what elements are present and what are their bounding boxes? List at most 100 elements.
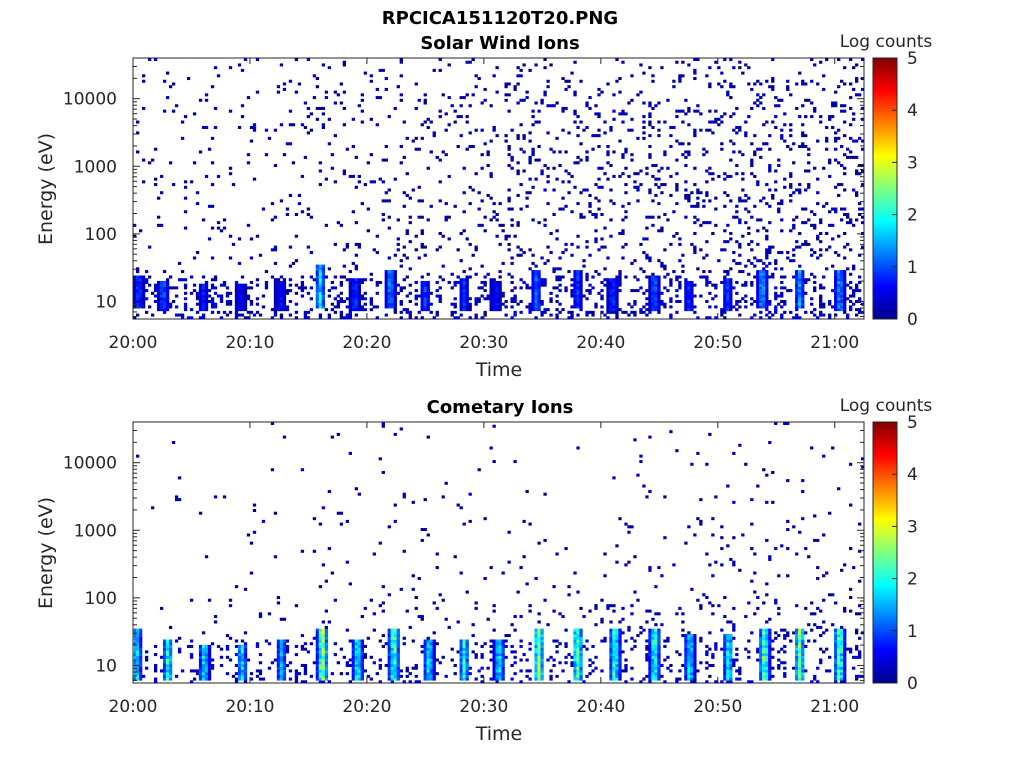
- spectrogram-cell: [519, 286, 523, 290]
- spectrogram-cell: [444, 202, 448, 206]
- spectrogram-cell: [645, 172, 649, 176]
- spectrogram-cell: [810, 223, 814, 227]
- spectrogram-cell: [462, 294, 466, 298]
- spectrogram-cell: [351, 663, 355, 667]
- spectrogram-cell: [465, 666, 469, 670]
- spectrogram-cell: [645, 166, 649, 170]
- spectrogram-cell: [669, 299, 673, 303]
- spectrogram-cell: [690, 661, 694, 665]
- spectrogram-cell: [597, 93, 601, 97]
- spectrogram-cell: [768, 275, 772, 279]
- spectrogram-cell: [573, 571, 577, 575]
- spectrogram-cell: [165, 677, 170, 681]
- spectrogram-cell: [372, 305, 376, 309]
- spectrogram-cell: [771, 58, 775, 62]
- spectrogram-cell: [438, 294, 442, 298]
- spectrogram-cell: [372, 612, 376, 616]
- spectrogram-cell: [147, 275, 152, 279]
- spectrogram-cell: [720, 563, 724, 567]
- spectrogram-cell: [153, 663, 158, 667]
- spectrogram-cell: [699, 606, 703, 610]
- spectrogram-cell: [525, 191, 529, 195]
- spectrogram-cell: [723, 672, 727, 676]
- spectrogram-cell: [390, 272, 394, 276]
- spectrogram-cell: [354, 297, 358, 301]
- spectrogram-cell: [465, 308, 469, 312]
- spectrogram-cell: [459, 639, 463, 643]
- spectrogram-cell: [136, 639, 140, 643]
- spectrogram-cell: [201, 672, 206, 676]
- spectrogram-cell: [435, 566, 439, 570]
- spectrogram-cell: [675, 183, 679, 187]
- spectrogram-cell: [618, 672, 622, 676]
- spectrogram-cell: [339, 316, 344, 320]
- spectrogram-cell: [663, 639, 667, 643]
- spectrogram-cell: [276, 650, 281, 654]
- spectrogram-cell: [351, 286, 355, 290]
- spectrogram-cell: [378, 96, 382, 100]
- spectrogram-cell: [639, 267, 643, 271]
- spectrogram-cell: [615, 294, 619, 298]
- spectrogram-cell: [708, 66, 712, 70]
- spectrogram-cell: [360, 305, 364, 309]
- spectrogram-cell: [345, 297, 350, 301]
- spectrogram-cell: [321, 642, 326, 646]
- spectrogram-cell: [657, 658, 661, 662]
- spectrogram-cell: [783, 644, 787, 648]
- spectrogram-cell: [411, 500, 415, 504]
- spectrogram-cell: [360, 647, 364, 651]
- spectrogram-cell: [729, 666, 733, 670]
- spectrogram-cell: [345, 316, 350, 320]
- spectrogram-cell: [579, 606, 583, 610]
- spectrogram-cell: [684, 196, 688, 200]
- spectrogram-cell: [531, 150, 535, 154]
- spectrogram-cell: [744, 615, 748, 619]
- spectrogram-cell: [339, 291, 344, 295]
- spectrogram-cell: [513, 615, 517, 619]
- spectrogram-cell: [834, 158, 838, 162]
- spectrogram-cell: [693, 131, 697, 135]
- spectrogram-cell: [768, 647, 772, 651]
- spectrogram-cell: [855, 218, 859, 222]
- spectrogram-cell: [360, 655, 364, 659]
- spectrogram-cell: [375, 280, 379, 284]
- spectrogram-cell: [333, 134, 338, 138]
- spectrogram-cell: [765, 299, 769, 303]
- spectrogram-cell: [543, 223, 547, 227]
- spectrogram-cell: [732, 663, 736, 667]
- spectrogram-cell: [396, 634, 400, 638]
- spectrogram-cell: [396, 650, 400, 654]
- spectrogram-cell: [136, 642, 140, 646]
- spectrogram-cell: [657, 631, 661, 635]
- spectrogram-cell: [486, 272, 490, 276]
- spectrogram-cell: [387, 291, 391, 295]
- spectrogram-cell: [786, 289, 790, 293]
- spectrogram-cell: [414, 136, 418, 140]
- spectrogram-cell: [684, 283, 688, 287]
- spectrogram-cell: [315, 634, 320, 638]
- spectrogram-cell: [414, 289, 418, 293]
- spectrogram-cell: [375, 291, 379, 295]
- spectrogram-cell: [465, 291, 469, 295]
- spectrogram-cell: [648, 647, 652, 651]
- spectrogram-cell: [162, 305, 167, 309]
- spectrogram-cell: [840, 297, 844, 301]
- spectrogram-cell: [348, 280, 352, 284]
- spectrogram-cell: [204, 555, 209, 559]
- spectrogram-cell: [414, 663, 418, 667]
- spectrogram-cell: [771, 639, 775, 643]
- spectrogram-cell: [237, 669, 242, 673]
- spectrogram-cell: [843, 283, 847, 287]
- spectrogram-cell: [423, 286, 427, 290]
- spectrogram-cell: [798, 232, 802, 236]
- spectrogram-cell: [492, 672, 496, 676]
- spectrogram-cell: [555, 316, 559, 320]
- spectrogram-cell: [573, 677, 577, 681]
- spectrogram-cell: [516, 590, 520, 594]
- spectrogram-cell: [750, 316, 754, 320]
- spectrogram-cell: [651, 642, 655, 646]
- spectrogram-cell: [642, 131, 646, 135]
- spectrogram-cell: [603, 245, 607, 249]
- spectrogram-cell: [594, 305, 598, 309]
- spectrogram-cell: [468, 60, 472, 64]
